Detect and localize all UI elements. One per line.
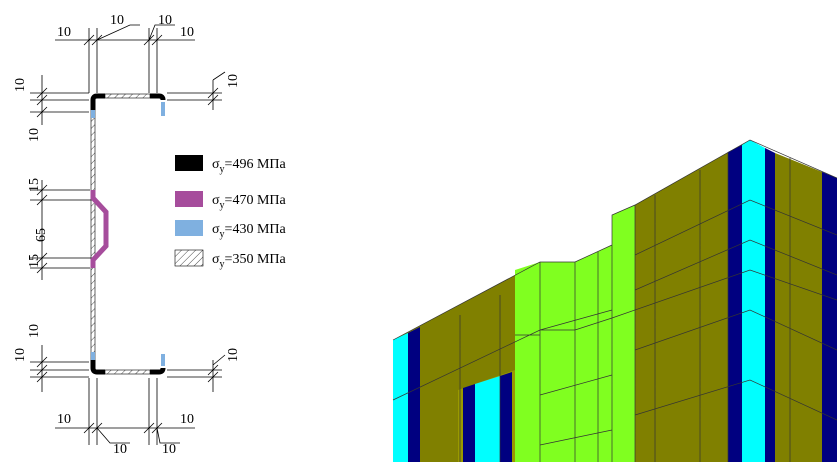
legend-label: σy=496 МПа	[212, 157, 287, 175]
legend-text: =496 МПа	[225, 157, 287, 172]
dim-label: 10	[13, 78, 28, 92]
figure: 10 10 10 10 10 10 10 15 65 15 10 10 10 1…	[0, 0, 837, 462]
dim-label: 10	[57, 25, 71, 40]
dim-label: 10	[110, 13, 124, 28]
dim-label: 10	[226, 74, 241, 88]
fe-model	[393, 140, 837, 462]
dim-label: 10	[113, 442, 127, 457]
swatch	[175, 191, 203, 207]
dim-label: 10	[57, 412, 71, 427]
legend-text: =350 МПа	[225, 252, 287, 267]
legend-text: =430 МПа	[225, 222, 287, 237]
dim-label: 10	[180, 25, 194, 40]
flange	[105, 370, 150, 374]
dim-label: 10	[226, 348, 241, 362]
legend: σy=496 МПа σy=470 МПа σy=430 МПа σy=350 МПа	[175, 155, 287, 270]
web	[91, 110, 95, 360]
legend-text: =470 МПа	[225, 193, 287, 208]
legend-label: σy=350 МПа	[212, 252, 287, 270]
dim-label: 10	[27, 128, 42, 142]
dim-label: 10	[158, 13, 172, 28]
swatch	[175, 220, 203, 236]
legend-label: σy=470 МПа	[212, 193, 287, 211]
dimensions: 10 10 10 10 10 10 10 15 65 15 10 10 10 1…	[13, 13, 241, 457]
dim-label: 15	[27, 178, 42, 192]
dim-label: 10	[180, 412, 194, 427]
dim-label: 10	[162, 442, 176, 457]
flange	[105, 94, 150, 98]
dim-label: 10	[13, 348, 28, 362]
dim-label: 65	[34, 228, 49, 242]
dim-label: 15	[27, 254, 42, 268]
swatch	[175, 250, 203, 266]
dim-label: 10	[27, 324, 42, 338]
legend-label: σy=430 МПа	[212, 222, 287, 240]
swatch	[175, 155, 203, 171]
